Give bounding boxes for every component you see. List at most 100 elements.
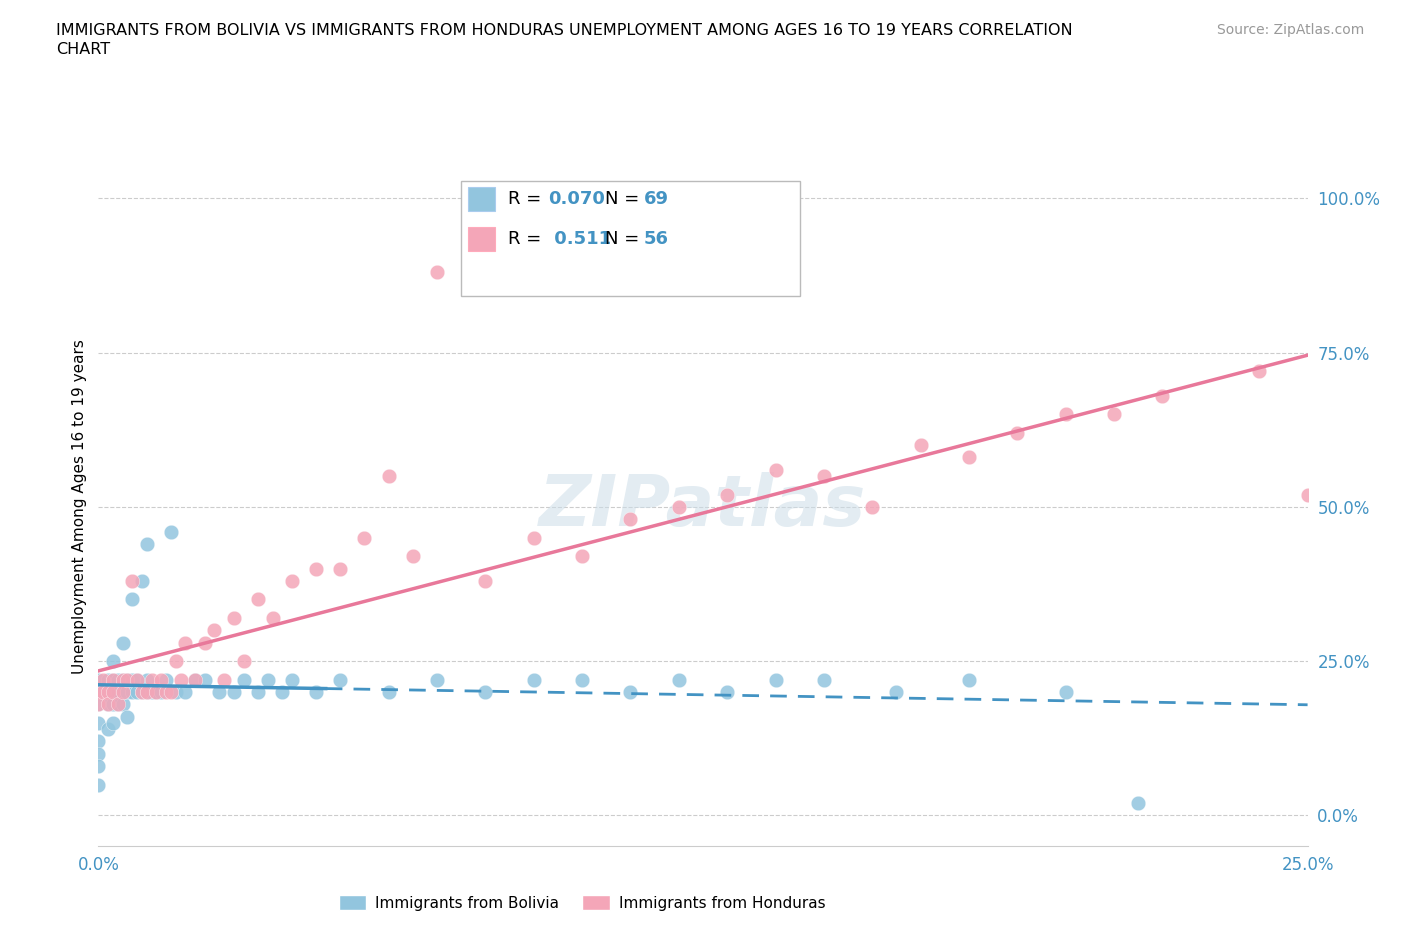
Point xyxy=(305,684,328,699)
Point xyxy=(101,697,124,711)
Point xyxy=(886,684,908,699)
Point xyxy=(247,592,270,607)
Point xyxy=(184,672,207,687)
Point xyxy=(91,672,114,687)
Point xyxy=(127,684,149,699)
Text: R =: R = xyxy=(508,231,547,248)
Text: CHART: CHART xyxy=(56,42,110,57)
Text: 56: 56 xyxy=(644,231,669,248)
Point xyxy=(117,672,139,687)
Point xyxy=(141,672,163,687)
Point xyxy=(765,462,787,477)
Point xyxy=(813,469,835,484)
Point xyxy=(121,672,143,687)
Text: 0.511: 0.511 xyxy=(548,231,612,248)
Point xyxy=(155,672,177,687)
Point xyxy=(160,525,183,539)
Point xyxy=(97,684,120,699)
Point xyxy=(121,684,143,699)
Point xyxy=(121,574,143,589)
Point xyxy=(127,672,149,687)
Text: N =: N = xyxy=(605,231,644,248)
Point xyxy=(91,684,114,699)
Point xyxy=(160,684,183,699)
Point xyxy=(1128,796,1150,811)
Point xyxy=(523,530,546,545)
Point xyxy=(474,574,496,589)
Point xyxy=(97,684,120,699)
Point xyxy=(174,635,197,650)
Point xyxy=(150,684,173,699)
Point xyxy=(813,672,835,687)
Point xyxy=(101,715,124,730)
Point xyxy=(1296,487,1319,502)
Point xyxy=(571,549,593,564)
Point xyxy=(232,654,254,669)
Point xyxy=(97,672,120,687)
Point xyxy=(619,512,641,526)
Point xyxy=(107,684,129,699)
Point xyxy=(165,654,187,669)
Point xyxy=(957,672,980,687)
Point xyxy=(135,684,157,699)
Point xyxy=(117,684,139,699)
Point xyxy=(87,684,110,699)
Point xyxy=(145,684,167,699)
Point xyxy=(131,684,153,699)
Point xyxy=(271,684,294,699)
Point xyxy=(121,592,143,607)
Point xyxy=(716,487,738,502)
Point xyxy=(716,684,738,699)
Point xyxy=(111,684,134,699)
Point xyxy=(165,684,187,699)
Point xyxy=(957,450,980,465)
Point xyxy=(155,684,177,699)
Point xyxy=(860,499,883,514)
Point xyxy=(232,672,254,687)
Point xyxy=(256,672,278,687)
Point xyxy=(111,672,134,687)
Point xyxy=(571,672,593,687)
Point xyxy=(353,530,375,545)
Point xyxy=(1102,406,1125,421)
Point xyxy=(141,684,163,699)
Point xyxy=(402,549,425,564)
Point xyxy=(281,574,304,589)
Point xyxy=(127,672,149,687)
Point xyxy=(377,684,399,699)
Point xyxy=(474,684,496,699)
Legend: Immigrants from Bolivia, Immigrants from Honduras: Immigrants from Bolivia, Immigrants from… xyxy=(333,888,831,917)
Point xyxy=(145,684,167,699)
Point xyxy=(377,469,399,484)
Point xyxy=(131,574,153,589)
Point xyxy=(135,672,157,687)
Point xyxy=(97,697,120,711)
Point xyxy=(204,623,226,638)
Point xyxy=(107,697,129,711)
Point xyxy=(668,499,690,514)
Point xyxy=(1007,425,1029,440)
Point xyxy=(135,684,157,699)
Point xyxy=(329,561,352,576)
Point xyxy=(208,684,231,699)
Point xyxy=(135,537,157,551)
Point xyxy=(329,672,352,687)
Point xyxy=(1054,684,1077,699)
Point xyxy=(87,697,110,711)
Point xyxy=(1249,364,1271,379)
Point xyxy=(87,672,110,687)
Point xyxy=(194,672,217,687)
Text: 0.070: 0.070 xyxy=(548,191,605,208)
Point xyxy=(87,734,110,749)
Point xyxy=(212,672,235,687)
Point xyxy=(97,722,120,737)
Point xyxy=(117,710,139,724)
Point xyxy=(131,684,153,699)
Point xyxy=(426,672,449,687)
Point xyxy=(222,610,245,625)
Point xyxy=(281,672,304,687)
Point xyxy=(1054,406,1077,421)
Point xyxy=(247,684,270,699)
Text: ZIPatlas: ZIPatlas xyxy=(540,472,866,541)
Point xyxy=(97,697,120,711)
